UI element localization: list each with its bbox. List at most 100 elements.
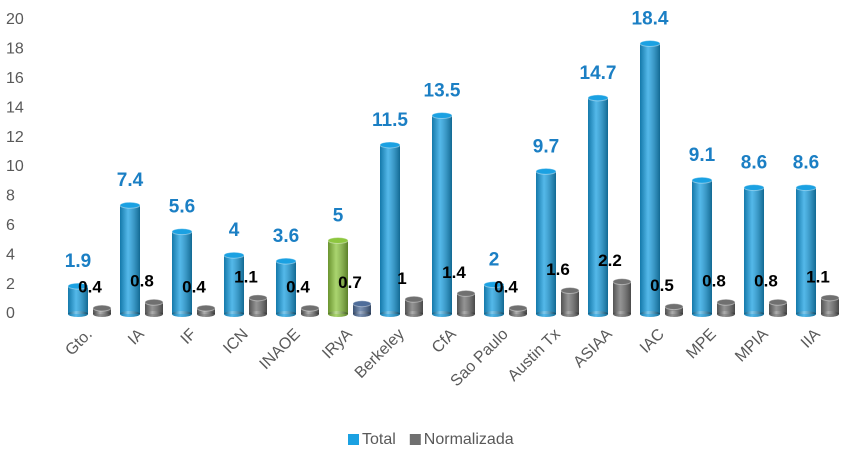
bar <box>716 298 736 317</box>
bar <box>379 141 401 317</box>
bar-shade <box>249 297 267 314</box>
value-label: 1.1 <box>234 267 258 286</box>
value-label: 1.1 <box>806 267 830 286</box>
x-tick-label: ICN <box>220 326 252 358</box>
x-tick-label: Gto. <box>62 326 95 359</box>
bar-top <box>716 298 736 306</box>
bar-top <box>379 141 401 149</box>
value-label: 1.4 <box>442 263 466 282</box>
bar-top <box>664 303 684 311</box>
bar <box>300 304 320 317</box>
value-label: 7.4 <box>117 170 144 191</box>
bar-shade <box>796 187 816 314</box>
bar-shade <box>432 115 452 314</box>
legend-swatch <box>409 434 421 445</box>
bar-top <box>352 300 372 308</box>
bar-shade <box>405 299 423 314</box>
bar <box>248 294 268 317</box>
bar-shade <box>457 293 475 314</box>
bar <box>119 201 141 317</box>
bar-top <box>171 228 193 236</box>
legend-swatch <box>348 434 359 445</box>
bar-shade <box>484 284 504 314</box>
bar <box>483 281 505 317</box>
bar <box>612 278 632 317</box>
bar-top <box>300 304 320 312</box>
x-tick-label: IA <box>125 326 148 349</box>
bar-top <box>196 304 216 312</box>
value-label: 18.4 <box>632 9 669 30</box>
bar-top <box>691 176 713 184</box>
value-label: 0.4 <box>182 278 206 297</box>
bar <box>431 112 453 317</box>
bar <box>196 304 216 317</box>
value-label: 0.4 <box>286 278 310 297</box>
bar-top <box>248 294 268 302</box>
bar <box>508 304 528 317</box>
bar-shade <box>692 180 712 314</box>
bar <box>691 176 713 317</box>
bar-top <box>639 40 661 48</box>
bar-top <box>67 282 89 290</box>
bar-shade <box>717 302 735 314</box>
y-tick-label: 6 <box>6 217 15 234</box>
value-label: 1.9 <box>65 251 91 272</box>
y-tick-label: 16 <box>6 70 24 87</box>
bar-shade <box>536 171 556 314</box>
value-label: 0.4 <box>78 278 102 297</box>
bar-shade <box>172 231 192 314</box>
bar-top <box>327 237 349 244</box>
bar <box>67 282 89 317</box>
y-tick-label: 20 <box>6 11 24 28</box>
bar-top <box>535 167 557 175</box>
bar-shade <box>120 205 140 314</box>
bar <box>664 303 684 317</box>
bar <box>275 257 297 317</box>
y-tick-label: 14 <box>6 99 24 116</box>
bar <box>768 298 788 317</box>
bar-top <box>119 201 141 209</box>
legend-label: Total <box>362 431 396 448</box>
value-label: 5 <box>333 206 344 227</box>
bar-shade <box>561 290 579 314</box>
bar <box>587 94 609 317</box>
x-tick-label: IAC <box>637 326 668 357</box>
bar <box>352 300 372 317</box>
bar-top <box>275 257 297 265</box>
value-label: 0.5 <box>650 276 674 295</box>
x-tick-label: Austin Tx <box>505 326 564 385</box>
bar-top <box>404 295 424 303</box>
bar <box>171 228 193 317</box>
bar-shade <box>613 281 631 314</box>
value-label: 0.8 <box>754 272 778 291</box>
bar-shade <box>744 187 764 314</box>
value-label: 13.5 <box>424 81 461 102</box>
bar-shade <box>276 261 296 314</box>
bar-top <box>820 294 840 302</box>
bar-top <box>560 286 580 294</box>
value-label: 5.6 <box>169 197 195 218</box>
y-tick-label: 12 <box>6 129 24 146</box>
bar <box>560 286 580 317</box>
bar <box>223 251 245 317</box>
bar <box>456 289 476 317</box>
bar <box>795 184 817 317</box>
bar-shade <box>224 255 244 314</box>
value-label: 8.6 <box>793 153 819 174</box>
value-label: 4 <box>229 220 240 241</box>
x-tick-label: CfA <box>429 326 460 357</box>
x-tick-label: MPE <box>683 326 720 363</box>
bar-top <box>92 304 112 312</box>
y-tick-label: 8 <box>6 188 15 205</box>
legend-label: Normalizada <box>424 431 514 448</box>
x-tick-label: IRyA <box>319 326 356 363</box>
bar-top <box>508 304 528 312</box>
value-label: 1 <box>397 269 406 288</box>
value-label: 9.7 <box>533 136 559 157</box>
bar-top <box>144 298 164 306</box>
bar-top <box>795 184 817 192</box>
y-tick-label: 4 <box>6 246 15 263</box>
value-label: 0.4 <box>494 278 518 297</box>
bar-shade <box>380 144 400 314</box>
